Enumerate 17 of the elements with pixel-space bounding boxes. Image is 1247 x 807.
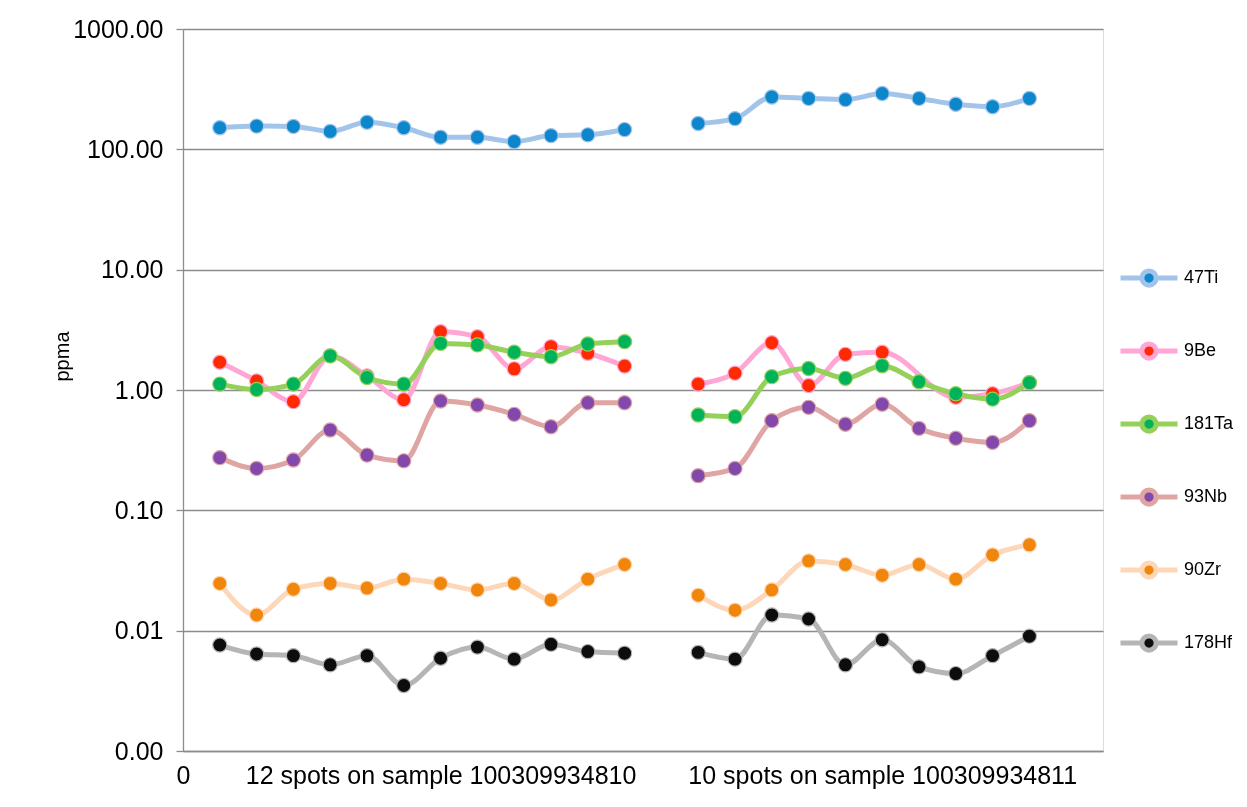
legend-label: 181Ta <box>1184 413 1235 434</box>
y-axis-title: ppma <box>50 330 73 382</box>
y-tick-label: 0.01 <box>114 616 164 645</box>
legend-label: 90Zr <box>1184 559 1222 580</box>
y-tick-label: 100.00 <box>87 134 164 163</box>
x-tick-label: 12 spots on sample 100309934810 <box>245 760 637 789</box>
y-tick-label: 0.10 <box>114 495 164 524</box>
legend-label: 47Ti <box>1184 267 1219 288</box>
legend-label: 178Hf <box>1184 632 1234 653</box>
y-tick-label: 1000.00 <box>73 14 164 43</box>
x-tick-label: 0 <box>176 760 191 789</box>
y-tick-label: 0.00 <box>114 736 164 765</box>
legend-label: 93Nb <box>1184 486 1228 507</box>
x-tick-label: 10 spots on sample 100309934811 <box>688 760 1078 789</box>
y-tick-label: 10.00 <box>100 255 164 284</box>
y-tick-label: 1.00 <box>114 375 164 404</box>
legend-label: 9Be <box>1184 340 1217 361</box>
